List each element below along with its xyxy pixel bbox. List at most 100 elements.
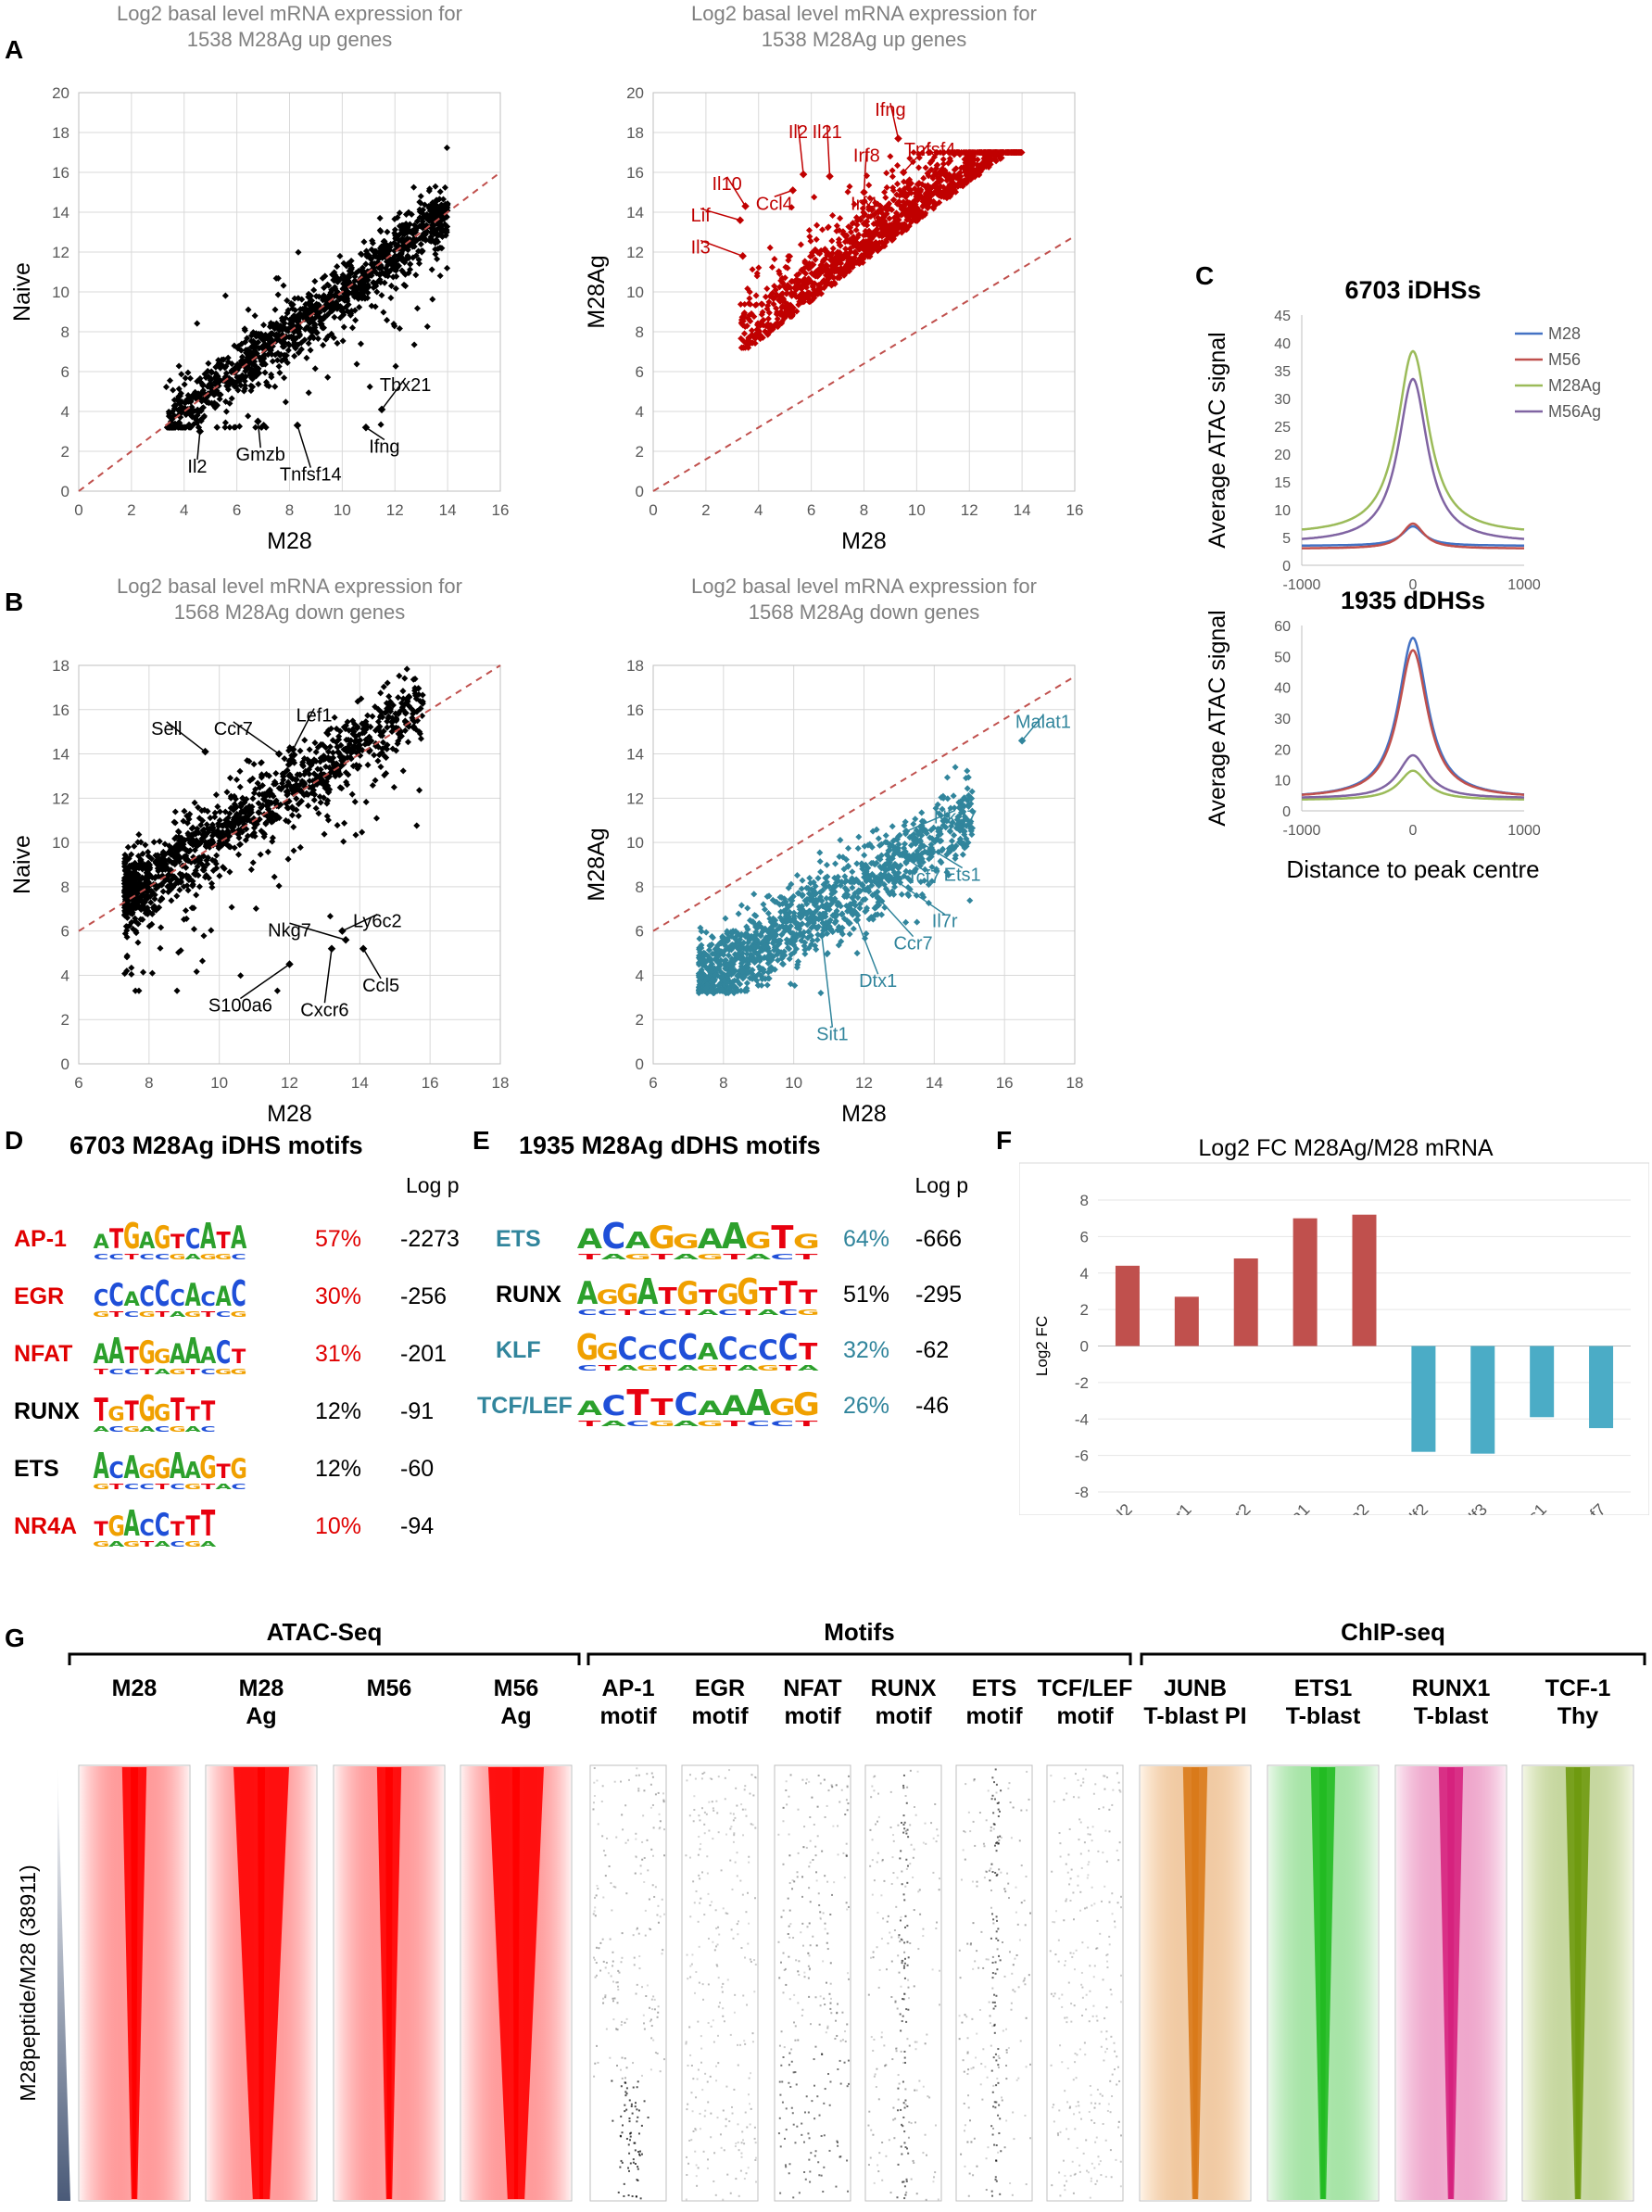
data-point [959, 180, 966, 188]
data-point [756, 331, 763, 338]
data-point [208, 927, 215, 934]
data-point [171, 808, 179, 815]
data-point [306, 335, 313, 342]
data-point [391, 322, 398, 330]
data-point [313, 329, 321, 336]
panel-label-b: B [5, 588, 24, 616]
data-point [901, 184, 908, 192]
annotated-point [285, 960, 294, 968]
data-point [334, 278, 341, 285]
data-point [187, 408, 195, 415]
data-point [157, 944, 164, 952]
scatter-b-naive-vs-m28: Log2 basal level mRNA expression for1568… [9, 575, 509, 1127]
data-point [311, 365, 319, 373]
data-point [137, 862, 145, 869]
data-point [123, 904, 131, 912]
data-point [401, 717, 409, 725]
data-point [836, 251, 843, 259]
data-point [812, 256, 819, 263]
panel-label-c: C [1195, 261, 1215, 290]
data-point [784, 264, 791, 272]
data-point [200, 932, 208, 940]
data-point [311, 278, 319, 285]
data-point [261, 331, 269, 338]
data-point [264, 351, 271, 359]
data-point [356, 303, 363, 311]
data-point [383, 241, 390, 248]
data-point [401, 244, 409, 251]
data-point [815, 284, 823, 291]
data-point [161, 852, 169, 859]
data-point [354, 748, 362, 755]
data-point [191, 838, 198, 845]
gene-label: Tnfsf14 [280, 465, 342, 486]
data-point [334, 305, 341, 312]
data-point [408, 705, 415, 713]
data-point [898, 891, 905, 898]
data-point [296, 332, 303, 339]
data-point [203, 821, 210, 828]
data-point [432, 250, 439, 258]
data-point [377, 763, 385, 771]
data-point [231, 801, 238, 808]
data-point [992, 148, 1000, 157]
data-point [176, 420, 183, 427]
data-points [695, 764, 977, 997]
annotation-leader [166, 721, 206, 752]
data-point [272, 274, 280, 282]
data-point [284, 788, 292, 795]
y-axis-label: M28Ag [584, 828, 610, 901]
data-point [757, 335, 764, 343]
data-point [348, 324, 357, 332]
data-point [359, 720, 366, 727]
data-point [221, 292, 229, 299]
data-point [374, 725, 382, 732]
panel-label-e: E [473, 1126, 490, 1155]
data-point [208, 883, 216, 891]
data-point [271, 383, 279, 390]
data-point [131, 842, 138, 850]
data-point [327, 289, 334, 297]
data-point [876, 202, 884, 209]
reference-line [78, 664, 501, 932]
data-point [922, 209, 929, 217]
data-point [134, 939, 142, 946]
data-point [368, 302, 375, 310]
data-point [214, 803, 221, 811]
data-point [236, 767, 244, 775]
data-point [418, 223, 425, 231]
annotation-leader [292, 708, 315, 751]
data-point [398, 238, 406, 246]
data-point [221, 808, 229, 815]
data-point [135, 831, 143, 839]
data-point [208, 879, 216, 887]
data-point [847, 228, 855, 235]
data-point [309, 306, 317, 313]
data-point [944, 159, 952, 167]
data-point [317, 740, 324, 748]
data-point [182, 837, 189, 844]
y-tick-label: 18 [52, 657, 69, 675]
data-point [766, 244, 774, 251]
data-point [247, 866, 255, 873]
data-point [404, 252, 411, 259]
data-point [348, 749, 356, 756]
data-point [271, 780, 279, 788]
data-point [245, 346, 252, 354]
data-point [389, 273, 397, 281]
y-tick-label: 0 [61, 1055, 69, 1073]
data-point [891, 218, 899, 225]
data-point [250, 761, 258, 768]
annotation-leader [257, 421, 261, 449]
data-point [776, 268, 783, 275]
data-point [351, 272, 359, 281]
data-point [354, 293, 361, 300]
data-point [306, 777, 313, 785]
x-tick-label: 14 [439, 501, 457, 519]
data-point [817, 990, 825, 997]
data-point [307, 327, 314, 335]
data-point [803, 884, 811, 891]
data-point [291, 352, 298, 360]
data-point [186, 374, 194, 382]
data-point [363, 724, 371, 731]
